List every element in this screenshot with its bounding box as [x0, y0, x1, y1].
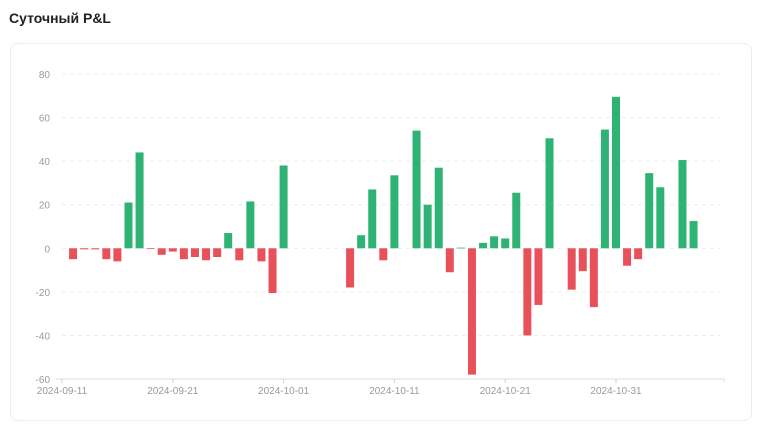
- bar: [113, 248, 122, 262]
- bar: [545, 138, 554, 249]
- bar: [91, 248, 100, 250]
- bar: [423, 204, 432, 249]
- bar: [268, 248, 277, 293]
- bar: [157, 248, 166, 255]
- y-tick-label: 60: [39, 114, 51, 125]
- bar: [645, 173, 654, 249]
- bar: [168, 248, 177, 252]
- x-tick-label: 2024-09-21: [147, 386, 199, 397]
- bar: [512, 192, 521, 249]
- x-tick-label: 2024-09-11: [37, 386, 88, 397]
- bar: [124, 202, 133, 249]
- bar: [102, 248, 111, 260]
- bar: [80, 248, 89, 250]
- chart-card: [10, 43, 752, 421]
- y-tick-label: 80: [39, 70, 51, 81]
- bar: [678, 160, 687, 249]
- x-tick-label: 2024-10-01: [258, 386, 310, 397]
- x-tick-label: 2024-10-31: [590, 386, 642, 397]
- bar: [390, 175, 399, 249]
- bar: [146, 248, 155, 250]
- bar: [346, 248, 355, 288]
- x-tick-label: 2024-10-21: [480, 386, 532, 397]
- y-tick-label: -40: [36, 331, 51, 342]
- bar: [600, 129, 609, 249]
- bar: [623, 248, 632, 266]
- y-tick-label: -60: [36, 375, 51, 386]
- bar: [467, 248, 476, 375]
- bar: [246, 201, 255, 249]
- bar: [379, 248, 388, 261]
- bar: [179, 248, 188, 260]
- bar: [501, 238, 510, 249]
- bar: [612, 96, 620, 249]
- bar: [479, 242, 488, 249]
- chart-title: Суточный P&L: [9, 10, 111, 26]
- x-tick-label: 2024-10-11: [369, 386, 420, 397]
- bar: [357, 235, 366, 249]
- bar: [567, 248, 576, 290]
- bar: [135, 152, 144, 249]
- bar: [235, 248, 244, 261]
- y-tick-label: 20: [39, 201, 51, 212]
- bar: [224, 233, 233, 249]
- bar: [578, 248, 587, 272]
- y-tick-label: 40: [39, 157, 51, 168]
- bar: [213, 248, 222, 257]
- y-tick-label: 0: [44, 244, 50, 255]
- bar: [279, 165, 288, 249]
- bar: [656, 187, 665, 249]
- bar: [257, 248, 266, 262]
- bar: [634, 248, 643, 260]
- bar: [368, 189, 377, 249]
- bar: [490, 236, 499, 249]
- bar: [412, 130, 421, 249]
- bar: [534, 248, 543, 305]
- bar: [202, 248, 211, 261]
- bar: [523, 248, 532, 336]
- bar: [445, 248, 454, 273]
- bar: [589, 248, 598, 308]
- bar: [69, 248, 78, 260]
- bar: [456, 247, 465, 249]
- bar: [689, 221, 698, 249]
- bar: [434, 167, 443, 249]
- bar: [190, 248, 199, 257]
- y-tick-label: -20: [36, 288, 51, 299]
